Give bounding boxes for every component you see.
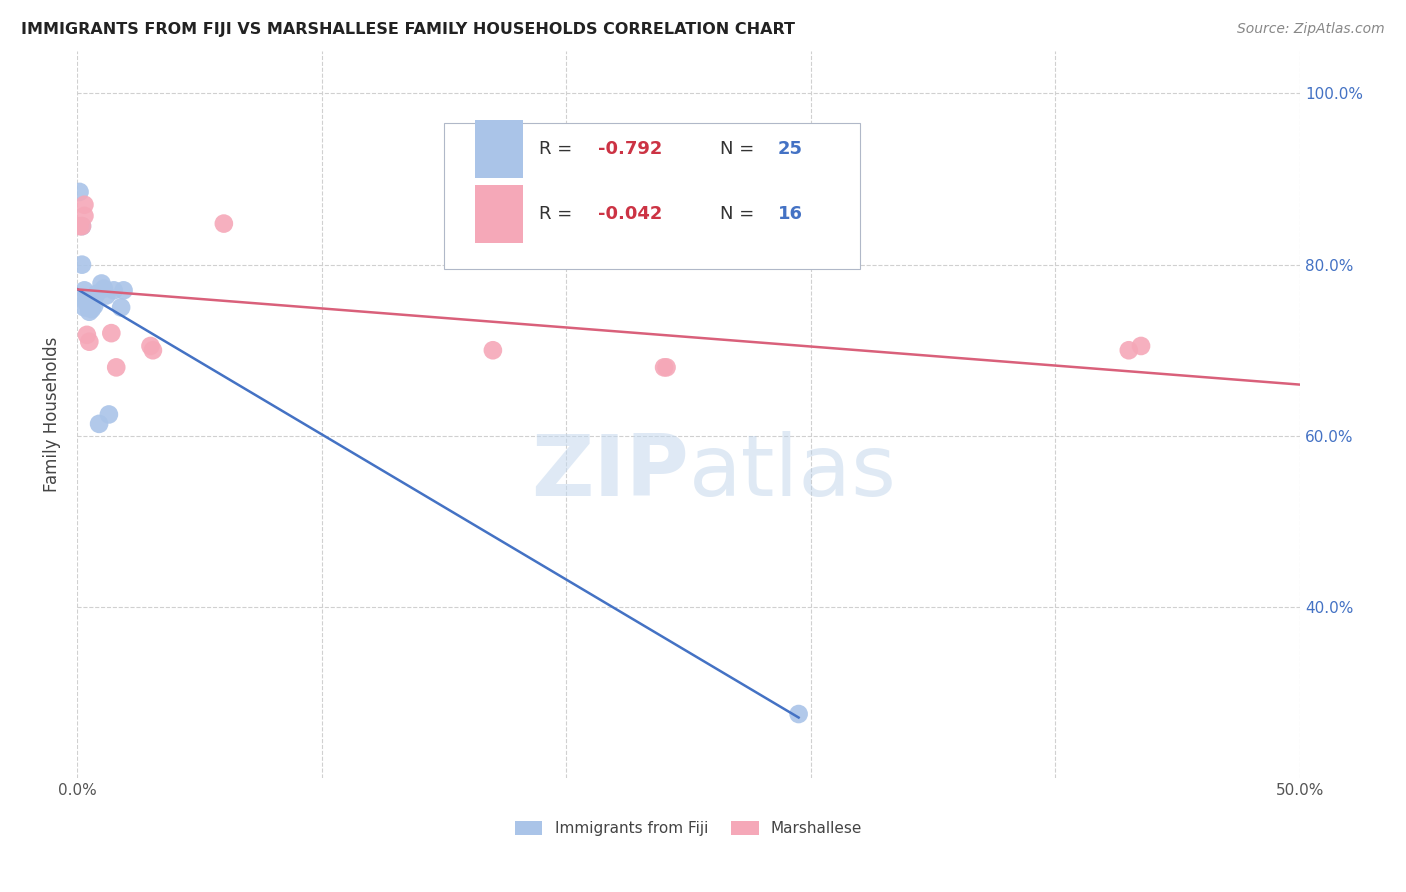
Text: -0.792: -0.792: [598, 140, 662, 158]
Point: [83, 290, 105, 304]
Point: [93, 282, 115, 296]
Point: [86, 286, 108, 301]
Point: [73, 292, 96, 306]
Point: [80, 293, 103, 308]
Text: atlas: atlas: [689, 431, 897, 514]
Point: [79, 301, 101, 315]
FancyBboxPatch shape: [444, 123, 859, 269]
Point: [80, 302, 103, 317]
Text: 25: 25: [778, 140, 803, 158]
Point: [1130, 339, 1153, 353]
Y-axis label: Family Households: Family Households: [44, 337, 60, 492]
Point: [105, 360, 128, 375]
Point: [73, 301, 96, 315]
Point: [76, 296, 98, 310]
Text: IMMIGRANTS FROM FIJI VS MARSHALLESE FAMILY HOUSEHOLDS CORRELATION CHART: IMMIGRANTS FROM FIJI VS MARSHALLESE FAMI…: [21, 22, 794, 37]
Text: 16: 16: [778, 205, 803, 223]
Point: [787, 706, 810, 721]
Point: [73, 198, 96, 212]
Point: [69, 219, 91, 234]
Point: [139, 339, 162, 353]
Text: N =: N =: [720, 140, 761, 158]
FancyBboxPatch shape: [475, 186, 523, 244]
Point: [73, 209, 96, 223]
Point: [79, 304, 101, 318]
Point: [112, 283, 135, 297]
Text: -0.042: -0.042: [598, 205, 662, 223]
Point: [90, 277, 112, 291]
Point: [70, 219, 93, 234]
Point: [103, 283, 125, 297]
Point: [70, 219, 93, 234]
Point: [83, 299, 105, 313]
Point: [69, 185, 91, 199]
Point: [79, 334, 101, 349]
Point: [100, 326, 122, 340]
Point: [212, 217, 235, 231]
Text: R =: R =: [540, 140, 578, 158]
Point: [87, 417, 110, 431]
Text: N =: N =: [720, 205, 761, 223]
Text: Source: ZipAtlas.com: Source: ZipAtlas.com: [1237, 22, 1385, 37]
Point: [482, 343, 505, 358]
Text: R =: R =: [540, 205, 578, 223]
Point: [70, 258, 93, 272]
Point: [97, 408, 120, 422]
Point: [96, 288, 118, 302]
FancyBboxPatch shape: [475, 120, 523, 178]
Point: [73, 283, 96, 297]
Point: [655, 360, 678, 375]
Point: [652, 360, 675, 375]
Point: [79, 292, 101, 306]
Point: [76, 327, 98, 342]
Text: ZIP: ZIP: [531, 431, 689, 514]
Point: [110, 301, 132, 315]
Point: [76, 292, 98, 306]
Point: [1118, 343, 1140, 358]
Legend: Immigrants from Fiji, Marshallese: Immigrants from Fiji, Marshallese: [515, 821, 862, 836]
Point: [142, 343, 165, 358]
